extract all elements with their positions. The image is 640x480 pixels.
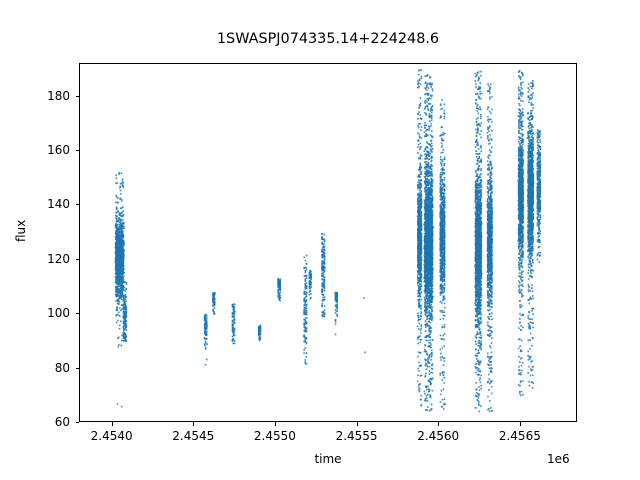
x-tick-label: 2.4555	[335, 429, 378, 443]
x-axis-label: time	[314, 452, 342, 466]
y-tick-mark	[75, 313, 79, 315]
x-tick-label: 2.4545	[172, 429, 215, 443]
scatter-plot-canvas	[80, 64, 576, 421]
x-tick-label: 2.4565	[498, 429, 541, 443]
y-tick-mark	[75, 150, 79, 152]
y-tick-label: 120	[47, 251, 70, 266]
y-tick-label: 100	[47, 306, 70, 321]
y-tick-label: 80	[54, 360, 70, 375]
x-tick-mark	[111, 422, 113, 426]
x-tick-label: 2.4550	[253, 429, 296, 443]
x-tick-mark	[519, 422, 521, 426]
y-tick-mark	[75, 95, 79, 97]
plot-area	[79, 63, 577, 422]
y-tick-mark	[75, 422, 79, 423]
y-tick-mark	[75, 258, 79, 260]
x-tick-mark	[438, 422, 440, 426]
page-title: 1SWASPJ074335.14+224248.6	[216, 31, 440, 47]
y-axis-label: flux	[14, 219, 28, 242]
y-tick-mark	[75, 367, 79, 369]
y-tick-label: 160	[47, 143, 70, 158]
x-axis-offset-multiplier: 1e6	[547, 452, 570, 466]
y-tick-label: 60	[54, 415, 70, 429]
y-tick-mark	[75, 204, 79, 206]
x-tick-mark	[356, 422, 358, 426]
y-tick-label: 140	[47, 197, 70, 212]
y-tick-label: 180	[47, 88, 70, 103]
x-tick-label: 2.4540	[90, 429, 133, 443]
x-tick-mark	[193, 422, 195, 426]
x-tick-label: 2.4560	[417, 429, 460, 443]
x-tick-mark	[274, 422, 276, 426]
